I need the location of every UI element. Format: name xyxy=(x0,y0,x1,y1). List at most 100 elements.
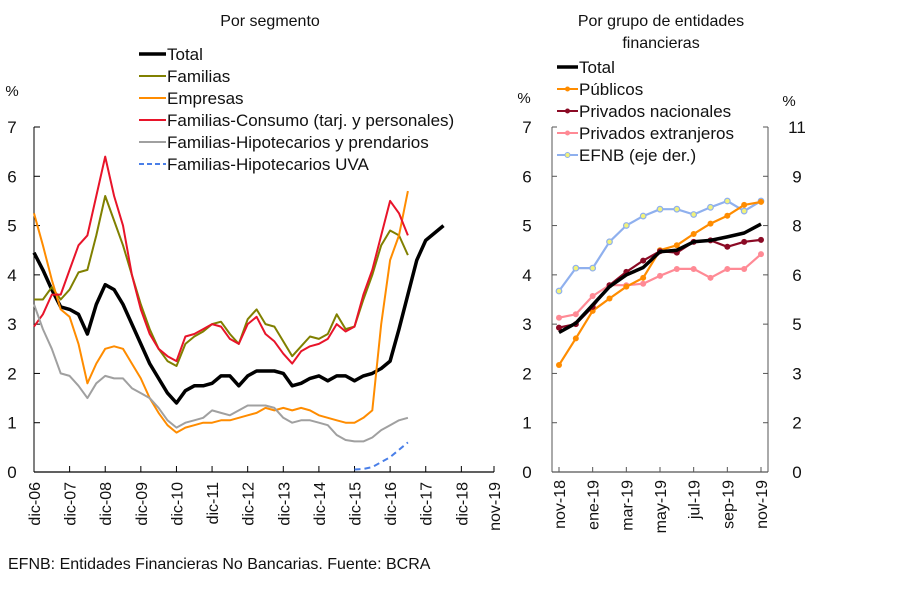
left-x-tick-label: dic-16 xyxy=(383,482,400,526)
left-x-tick-label: dic-18 xyxy=(454,482,471,526)
left-series-line-1 xyxy=(34,195,409,367)
left-y-tick-label: 6 xyxy=(7,167,16,186)
left-series-line-3 xyxy=(33,155,409,365)
right-right-y-tick-label: 2 xyxy=(792,414,801,433)
left-y-tick-label: 1 xyxy=(7,414,16,433)
right-x-tick-label: sep-19 xyxy=(720,480,737,529)
right-series-marker-3 xyxy=(741,265,748,272)
right-series-marker-4 xyxy=(589,264,597,272)
left-series-lines xyxy=(32,155,445,471)
left-legend-label: Empresas xyxy=(167,89,244,108)
right-legend-label: EFNB (eje der.) xyxy=(579,146,696,165)
right-series-marker-3 xyxy=(724,265,731,272)
right-right-y-tick-label: 11 xyxy=(788,118,806,137)
left-x-tick-label: dic-10 xyxy=(169,482,186,526)
right-chart-title-line2: financieras xyxy=(622,35,699,52)
right-legend-label: Privados extranjeros xyxy=(579,124,734,143)
right-series-marker-4 xyxy=(723,197,731,205)
right-series-marker-3 xyxy=(657,272,663,279)
left-y-tick-label: 2 xyxy=(7,364,16,383)
left-x-tick-label: dic-07 xyxy=(63,482,80,526)
right-series-marker-4 xyxy=(740,207,748,215)
right-legend-marker xyxy=(565,86,570,92)
left-x-tick-label: dic-12 xyxy=(241,482,258,526)
right-left-y-tick-label: 4 xyxy=(522,266,531,285)
right-right-y-tick-label: 9 xyxy=(792,167,801,186)
right-left-y-tick-label: 2 xyxy=(522,364,531,383)
left-chart-title: Por segmento xyxy=(220,13,320,30)
right-x-tick-label: mar-19 xyxy=(619,480,636,531)
right-series-marker-1 xyxy=(640,274,647,281)
right-right-y-tick-label: 5 xyxy=(792,315,801,334)
right-series-marker-1 xyxy=(690,230,697,237)
right-right-y-tick-label: 0 xyxy=(792,463,801,482)
right-series-marker-1 xyxy=(623,283,630,290)
right-series-marker-3 xyxy=(707,274,714,281)
right-series-marker-3 xyxy=(556,314,562,321)
right-series-marker-1 xyxy=(758,198,764,205)
left-legend-label: Familias-Consumo (tarj. y personales) xyxy=(167,111,454,130)
left-legend-label: Familias-Hipotecarios y prendarios xyxy=(167,133,429,152)
right-series-marker-1 xyxy=(741,201,748,208)
right-series-marker-4 xyxy=(673,205,681,213)
left-axes: 0 1 2 3 4 5 6 7 dic-06 dic-07 dic-08 dic-09 dic-10 di… xyxy=(7,118,504,531)
right-series-marker-2 xyxy=(741,238,748,245)
right-legend-marker xyxy=(565,108,570,114)
right-legend: Total Públicos Privados nacionales Privados… xyxy=(557,58,734,165)
left-x-tick-label: dic-09 xyxy=(134,482,151,526)
right-x-tick-label: jul-19 xyxy=(687,480,704,520)
left-series-line-0 xyxy=(32,224,445,405)
right-series-marker-3 xyxy=(589,293,596,300)
left-legend-label: Total xyxy=(167,45,203,64)
right-left-y-tick-label: 0 xyxy=(522,463,531,482)
left-y-axis-label: % xyxy=(5,83,18,100)
right-legend-label: Privados nacionales xyxy=(579,102,731,121)
right-series-marker-3 xyxy=(758,251,764,258)
right-series-marker-3 xyxy=(572,311,579,318)
left-x-tick-label: dic-11 xyxy=(205,482,222,524)
right-left-y-tick-label: 6 xyxy=(522,167,531,186)
right-series-marker-4 xyxy=(572,264,580,272)
right-right-y-tick-label: 8 xyxy=(792,217,801,236)
right-series-marker-2 xyxy=(724,243,731,250)
right-series-marker-1 xyxy=(556,362,562,369)
right-legend-marker xyxy=(564,152,571,158)
right-right-y-tick-label: 3 xyxy=(792,364,801,383)
right-series-marker-4 xyxy=(707,203,714,211)
left-x-tick-label: dic-15 xyxy=(348,482,365,526)
right-left-y-tick-label: 5 xyxy=(522,217,531,236)
left-chart: Por segmento % 0 1 2 3 4 5 6 7 dic-06 dic-07 dic-0… xyxy=(5,13,504,531)
right-series-marker-1 xyxy=(724,212,731,219)
right-left-y-tick-label: 1 xyxy=(522,414,531,433)
right-legend-label: Total xyxy=(579,58,615,77)
left-legend-label: Familias xyxy=(167,67,230,86)
left-y-tick-label: 5 xyxy=(7,217,16,236)
right-axes: 0 1 2 3 4 5 6 7 0 2 3 5 6 8 9 11 nov-18 ene-19 mar-19 may-1… xyxy=(522,118,806,533)
left-y-tick-label: 3 xyxy=(7,315,16,334)
left-series-line-5 xyxy=(354,441,409,471)
right-series-marker-3 xyxy=(690,265,697,272)
left-legend-label: Familias-Hipotecarios UVA xyxy=(167,155,370,174)
right-x-tick-label: nov-18 xyxy=(552,480,569,529)
right-series-lines xyxy=(555,197,765,369)
right-series-marker-4 xyxy=(606,238,613,246)
right-legend-label: Públicos xyxy=(579,80,643,99)
left-y-tick-label: 7 xyxy=(7,118,16,137)
left-x-tick-label: dic-13 xyxy=(276,482,293,526)
right-x-tick-label: may-19 xyxy=(653,480,670,533)
right-series-marker-2 xyxy=(758,236,764,243)
right-series-marker-1 xyxy=(572,335,579,342)
left-legend: Total Familias Empresas Familias-Consumo (t… xyxy=(139,45,454,174)
right-series-marker-1 xyxy=(707,220,714,227)
left-x-tick-label: dic-06 xyxy=(27,482,44,526)
right-series-marker-1 xyxy=(673,242,680,249)
right-series-line-1 xyxy=(558,200,762,366)
right-series-marker-2 xyxy=(640,257,647,264)
left-y-tick-label: 0 xyxy=(7,463,16,482)
right-series-marker-4 xyxy=(555,287,563,295)
right-y-axis-label-left: % xyxy=(517,90,530,107)
right-series-line-0 xyxy=(558,222,762,335)
right-y-axis-label-right: % xyxy=(782,93,795,110)
right-series-marker-4 xyxy=(639,212,647,220)
